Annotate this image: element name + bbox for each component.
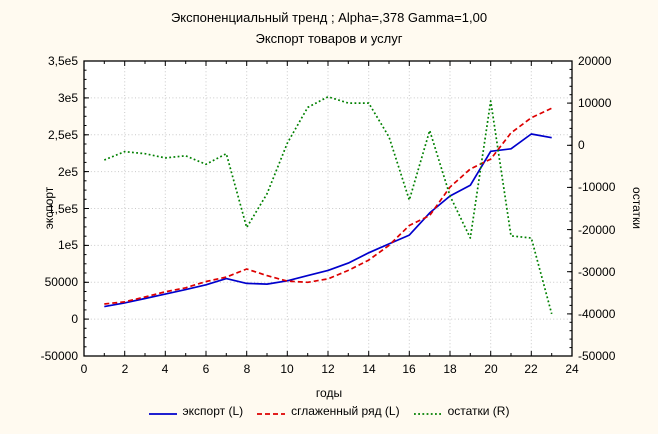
left-tick-label: 3,5e5 [47,54,78,68]
x-tick-label: 4 [161,362,169,376]
solid-line-icon [148,407,177,415]
right-tick-label: -40000 [578,307,616,321]
x-axis-title: годы [315,386,343,400]
left-tick-label: 50000 [44,275,78,289]
legend-label: сглаженный ряд (L) [291,404,400,418]
right-tick-label: -30000 [578,265,616,279]
right-tick-label: 20000 [578,54,612,68]
left-tick-label: 2,5e5 [47,128,78,142]
left-tick-label: 3e5 [57,91,78,105]
left-tick-label: 2e5 [57,165,78,179]
x-tick-label: 8 [243,362,251,376]
left-tick-label: 0 [71,312,78,326]
x-tick-label: 18 [443,362,457,376]
dashed-line-icon [257,407,286,415]
right-tick-label: -50000 [578,349,616,363]
legend-item-smoothed: сглаженный ряд (L) [257,404,400,418]
chart-title: Экспоненциальный тренд ; Alpha=,378 Gamm… [170,10,488,25]
legend-label: остатки (R) [447,404,510,418]
right-tick-label: -20000 [578,223,616,237]
x-tick-label: 0 [80,362,88,376]
x-tick-label: 14 [362,362,376,376]
left-tick-label: 1e5 [57,238,78,252]
chart-subtitle: Экспорт товаров и услуг [255,31,403,46]
legend: экспорт (L) сглаженный ряд (L) остатки (… [0,404,658,418]
x-tick-label: 16 [402,362,416,376]
x-tick-label: 20 [484,362,498,376]
x-tick-label: 22 [524,362,538,376]
legend-item-export: экспорт (L) [148,404,244,418]
right-axis-title: остатки [630,187,644,229]
x-tick-label: 10 [280,362,294,376]
legend-label: экспорт (L) [182,404,244,418]
x-tick-label: 6 [202,362,210,376]
left-tick-label: -50000 [40,349,78,363]
left-tick-label: 1,5e5 [47,202,78,216]
right-tick-label: 0 [578,138,585,152]
x-tick-label: 2 [121,362,129,376]
dotted-line-icon [413,407,442,415]
right-tick-label: -10000 [578,180,616,194]
x-tick-label: 24 [565,362,579,376]
right-tick-label: 10000 [578,96,612,110]
x-tick-label: 12 [321,362,335,376]
legend-item-residuals: остатки (R) [413,404,510,418]
